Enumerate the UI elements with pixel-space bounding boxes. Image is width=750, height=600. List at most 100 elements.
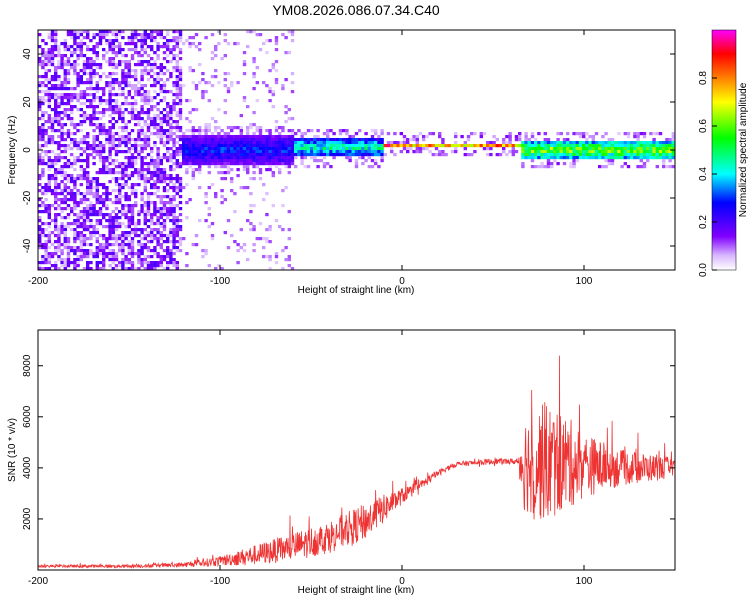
heatmap-cell: [150, 33, 154, 37]
heatmap-cell: [646, 150, 650, 154]
heatmap-cell: [111, 33, 115, 37]
heatmap-cell: [146, 177, 151, 181]
heatmap-cell: [86, 225, 90, 229]
heatmap-cell: [636, 156, 640, 160]
heatmap-cell: [348, 138, 352, 142]
heatmap-cell: [342, 153, 346, 157]
heatmap-cell: [60, 93, 64, 97]
heatmap-cell: [652, 150, 656, 154]
heatmap-cell: [188, 147, 192, 151]
heatmap-cell: [41, 192, 45, 196]
heatmap-cell: [92, 105, 96, 109]
heatmap-cell: [268, 39, 272, 43]
heatmap-cell: [140, 207, 144, 211]
heatmap-cell: [610, 162, 615, 166]
x-tick-label: 0: [399, 576, 405, 587]
heatmap-cell: [140, 126, 144, 130]
heatmap-cell: [489, 147, 493, 151]
heatmap-cell: [508, 150, 512, 154]
heatmap-cell: [562, 150, 567, 154]
heatmap-cell: [527, 144, 531, 148]
heatmap-cell: [98, 246, 103, 250]
heatmap-cell: [38, 45, 42, 49]
heatmap-cell: [482, 132, 487, 136]
heatmap-cell: [50, 93, 55, 97]
heatmap-cell: [252, 165, 256, 169]
heatmap-cell: [57, 243, 61, 247]
heatmap-cell: [79, 159, 83, 163]
heatmap-cell: [146, 168, 151, 172]
heatmap-cell: [377, 138, 381, 142]
heatmap-cell: [287, 162, 291, 166]
heatmap-cell: [284, 258, 288, 262]
heatmap-cell: [79, 177, 83, 181]
heatmap-cell: [86, 171, 90, 175]
heatmap-cell: [54, 240, 58, 244]
heatmap-cell: [604, 153, 608, 157]
heatmap-cell: [63, 75, 67, 79]
heatmap-cell: [268, 135, 272, 139]
heatmap-cell: [271, 93, 275, 97]
heatmap-cell: [399, 141, 403, 145]
heatmap-cell: [153, 267, 157, 270]
heatmap-cell: [194, 135, 199, 139]
heatmap-cell: [188, 159, 192, 163]
heatmap-cell: [66, 246, 71, 250]
heatmap-cell: [108, 138, 112, 142]
heatmap-cell: [89, 120, 93, 124]
heatmap-cell: [108, 81, 112, 85]
heatmap-cell: [57, 96, 61, 100]
heatmap-cell: [153, 60, 157, 64]
heatmap-cell: [79, 81, 83, 85]
heatmap-cell: [265, 213, 269, 217]
heatmap-cell: [121, 231, 125, 235]
heatmap-cell: [150, 219, 154, 223]
heatmap-cell: [249, 141, 253, 145]
heatmap-cell: [226, 153, 231, 157]
heatmap-cell: [204, 195, 208, 199]
heatmap-cell: [95, 123, 99, 127]
heatmap-cell: [489, 141, 493, 145]
heatmap-cell: [175, 39, 179, 43]
heatmap-cell: [633, 147, 637, 151]
heatmap-cell: [236, 141, 240, 145]
heatmap-cell: [95, 189, 99, 193]
heatmap-cell: [633, 135, 637, 139]
heatmap-cell: [143, 222, 147, 226]
heatmap-cell: [105, 186, 109, 190]
heatmap-cell: [118, 63, 122, 67]
heatmap-cell: [380, 144, 384, 148]
heatmap-cell: [54, 228, 58, 232]
heatmap-cell: [636, 141, 640, 145]
heatmap-cell: [162, 186, 167, 190]
heatmap-cell: [175, 246, 179, 250]
heatmap-cell: [50, 129, 55, 133]
heatmap-cell: [79, 96, 83, 100]
heatmap-cell: [153, 30, 157, 34]
heatmap-cell: [214, 75, 218, 79]
heatmap-cell: [239, 114, 243, 118]
heatmap-cell: [108, 129, 112, 133]
heatmap-cell: [226, 90, 231, 94]
heatmap-cell: [188, 42, 192, 46]
heatmap-cell: [322, 153, 327, 157]
heatmap-cell: [271, 150, 275, 154]
heatmap-cell: [130, 174, 135, 178]
heatmap-cell: [111, 243, 115, 247]
heatmap-cell: [242, 138, 247, 142]
heatmap-cell: [214, 192, 218, 196]
heatmap-cell: [159, 174, 163, 178]
heatmap-cell: [310, 156, 314, 160]
heatmap-cell: [537, 153, 541, 157]
heatmap-cell: [374, 150, 378, 154]
heatmap-cell: [639, 165, 643, 169]
heatmap-cell: [572, 162, 576, 166]
heatmap-cell: [242, 159, 247, 163]
heatmap-cell: [191, 108, 195, 112]
heatmap-cell: [546, 159, 551, 163]
heatmap-cell: [140, 174, 144, 178]
heatmap-cell: [82, 195, 87, 199]
heatmap-cell: [198, 150, 202, 154]
heatmap-cell: [172, 69, 176, 73]
heatmap-cell: [92, 141, 96, 145]
